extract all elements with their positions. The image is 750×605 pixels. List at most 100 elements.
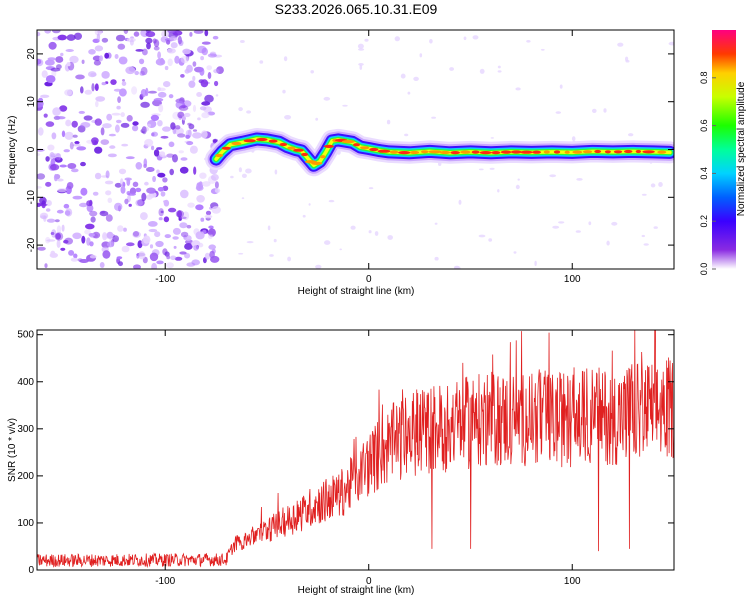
noise-speckle [43, 113, 48, 118]
spectrogram-y-tick-label: 10 [26, 96, 37, 108]
ridge-hotspot [221, 146, 231, 150]
noise-speckle [86, 204, 94, 213]
noise-speckle [91, 137, 99, 144]
noise-speckle [324, 240, 331, 245]
noise-speckle [339, 248, 343, 251]
noise-speckle [101, 37, 109, 43]
noise-speckle [192, 61, 197, 67]
noise-speckle [129, 39, 134, 46]
noise-speckle [88, 233, 95, 237]
noise-speckle [173, 245, 177, 249]
noise-speckle [119, 88, 127, 97]
noise-speckle [157, 87, 161, 92]
noise-speckle [89, 254, 97, 259]
noise-speckle [79, 259, 89, 263]
ridge-hotspot [390, 150, 399, 154]
noise-speckle [658, 182, 663, 187]
noise-speckle [132, 231, 140, 237]
noise-speckle [70, 257, 79, 262]
noise-speckle [178, 150, 184, 154]
noise-speckle [140, 89, 147, 97]
noise-speckle [163, 216, 170, 223]
noise-speckle [75, 74, 85, 80]
noise-speckle [78, 110, 86, 114]
noise-speckle [41, 70, 48, 78]
noise-speckle [92, 191, 99, 196]
noise-speckle [135, 49, 144, 52]
ridge-hotspot [324, 144, 334, 148]
colorbar-tick-label: 0.4 [699, 167, 709, 180]
noise-speckle [185, 134, 191, 139]
noise-speckle [208, 225, 214, 229]
snr-x-tick-label: -100 [155, 576, 175, 587]
noise-speckle [141, 126, 147, 135]
noise-speckle [168, 94, 174, 99]
noise-speckle [93, 60, 101, 66]
noise-speckle [269, 254, 274, 257]
ridge-hotspot [428, 150, 442, 154]
noise-speckle [184, 243, 193, 250]
noise-speckle [108, 133, 116, 137]
ridge-hotspot [520, 150, 533, 154]
spectrogram-y-tick-label: -20 [26, 237, 37, 252]
noise-speckle [149, 252, 159, 262]
noise-speckle [167, 58, 173, 67]
noise-speckle [238, 252, 244, 255]
noise-speckle [186, 224, 192, 229]
noise-speckle [127, 192, 136, 196]
noise-speckle [196, 195, 205, 203]
noise-speckle [611, 221, 618, 226]
noise-speckle [105, 190, 112, 196]
colorbar-tick-label: 0.8 [699, 72, 709, 85]
noise-speckle [497, 70, 502, 73]
noise-speckle [180, 157, 188, 161]
noise-speckle [57, 34, 67, 41]
noise-speckle [45, 200, 52, 207]
ridge-hotspot [421, 150, 429, 154]
noise-speckle [110, 79, 117, 85]
noise-speckle [308, 203, 311, 206]
noise-speckle [60, 52, 64, 57]
noise-speckle [140, 66, 148, 76]
noise-speckle [79, 202, 88, 208]
noise-speckle [71, 168, 79, 173]
noise-speckle [64, 210, 71, 216]
noise-speckle [571, 136, 576, 142]
noise-speckle [166, 254, 171, 260]
noise-speckle [192, 129, 198, 132]
noise-speckle [201, 41, 211, 45]
spectrogram-y-tick-label: 0 [26, 146, 37, 152]
noise-speckle [434, 222, 438, 225]
ridge-hotspot [398, 151, 411, 155]
snr-panel: -100 0 100 0 100 200 300 400 500 Height of stra… [7, 329, 675, 596]
noise-speckle [287, 256, 291, 262]
snr-x-axis-label: Height of straight line (km) [298, 585, 415, 596]
noise-speckle [47, 144, 55, 151]
noise-speckle [641, 193, 647, 196]
noise-speckle [160, 135, 169, 139]
noise-speckle [121, 143, 129, 147]
noise-speckle [210, 174, 219, 181]
noise-speckle [246, 241, 254, 244]
noise-speckle [576, 178, 583, 181]
noise-speckle [429, 39, 433, 44]
noise-speckle [72, 232, 82, 240]
noise-speckle [133, 31, 140, 37]
noise-speckle [94, 118, 103, 126]
noise-speckle [241, 197, 245, 200]
noise-speckle [193, 245, 199, 251]
noise-speckle [116, 105, 121, 110]
ridge-hotspot [500, 150, 512, 154]
noise-speckle [64, 131, 74, 140]
noise-speckle [164, 234, 171, 239]
noise-speckle [95, 100, 99, 108]
ridge-hotspot [613, 150, 623, 154]
noise-speckle [143, 235, 151, 244]
noise-speckle [199, 67, 205, 76]
noise-speckle [120, 122, 130, 128]
noise-speckle [67, 163, 77, 169]
noise-speckle [50, 164, 60, 171]
noise-speckle [357, 43, 364, 49]
noise-speckle [315, 264, 322, 269]
noise-speckle [132, 124, 139, 132]
